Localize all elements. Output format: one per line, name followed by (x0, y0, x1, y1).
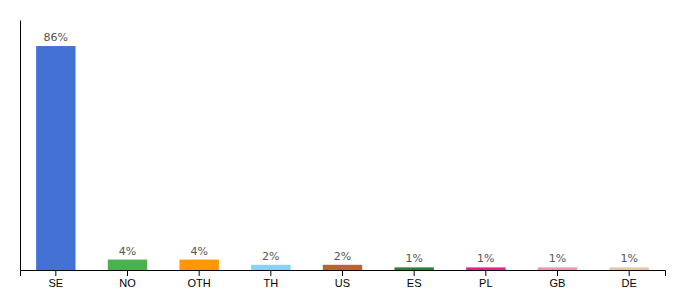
data-label: 2% (334, 250, 351, 263)
x-tick-label: DE (622, 277, 637, 289)
x-tick: PL (479, 270, 492, 289)
data-label: 86% (44, 31, 68, 44)
chart: SE NO OTH TH US ES PL GB DE 86% 4% 4% 2% 2% 1% 1% 1% 1% (0, 0, 680, 300)
x-tick: ES (407, 270, 422, 289)
data-label: 4% (190, 245, 207, 258)
bar (538, 267, 577, 270)
y-axis-line (20, 21, 21, 271)
x-tick-mark (485, 270, 486, 276)
x-tick: NO (119, 270, 136, 289)
x-tick-mark (414, 270, 415, 276)
x-tick-label: OTH (188, 277, 211, 289)
x-axis-line (21, 271, 666, 277)
bar (466, 267, 505, 270)
x-tick-label: ES (407, 277, 422, 289)
data-label: 2% (262, 250, 279, 263)
x-tick-mark (557, 270, 558, 276)
x-tick-label: GB (550, 277, 566, 289)
x-tick-label: PL (479, 277, 492, 289)
x-tick: TH (263, 270, 278, 289)
bar (609, 267, 648, 270)
x-tick-label: TH (263, 277, 278, 289)
data-label: 1% (549, 252, 566, 265)
data-label: 1% (477, 252, 494, 265)
x-tick: GB (550, 270, 566, 289)
x-tick-label: NO (119, 277, 136, 289)
x-tick-mark (55, 270, 56, 276)
x-tick-mark (199, 270, 200, 276)
bars (36, 46, 649, 270)
bar (251, 265, 290, 270)
x-tick-mark (127, 270, 128, 276)
x-tick-mark (342, 270, 343, 276)
x-tick: SE (48, 270, 63, 289)
data-labels: 86% 4% 4% 2% 2% 1% 1% 1% 1% (44, 31, 638, 265)
bar (394, 267, 433, 270)
x-tick-label: US (335, 277, 350, 289)
bar (36, 46, 75, 270)
x-tick: US (335, 270, 350, 289)
x-axis: SE NO OTH TH US ES PL GB DE (21, 270, 666, 289)
plot: SE NO OTH TH US ES PL GB DE 86% 4% 4% 2% 2% 1% 1% 1% 1% (21, 21, 666, 289)
x-tick-mark (629, 270, 630, 276)
bar (108, 260, 147, 270)
data-label: 4% (119, 245, 136, 258)
x-tick: DE (622, 270, 637, 289)
x-tick-mark (270, 270, 271, 276)
y-axis (20, 21, 21, 271)
bar (179, 260, 218, 270)
x-tick: OTH (188, 270, 211, 289)
x-tick-label: SE (48, 277, 63, 289)
data-label: 1% (620, 252, 637, 265)
bar (323, 265, 362, 270)
data-label: 1% (405, 252, 422, 265)
